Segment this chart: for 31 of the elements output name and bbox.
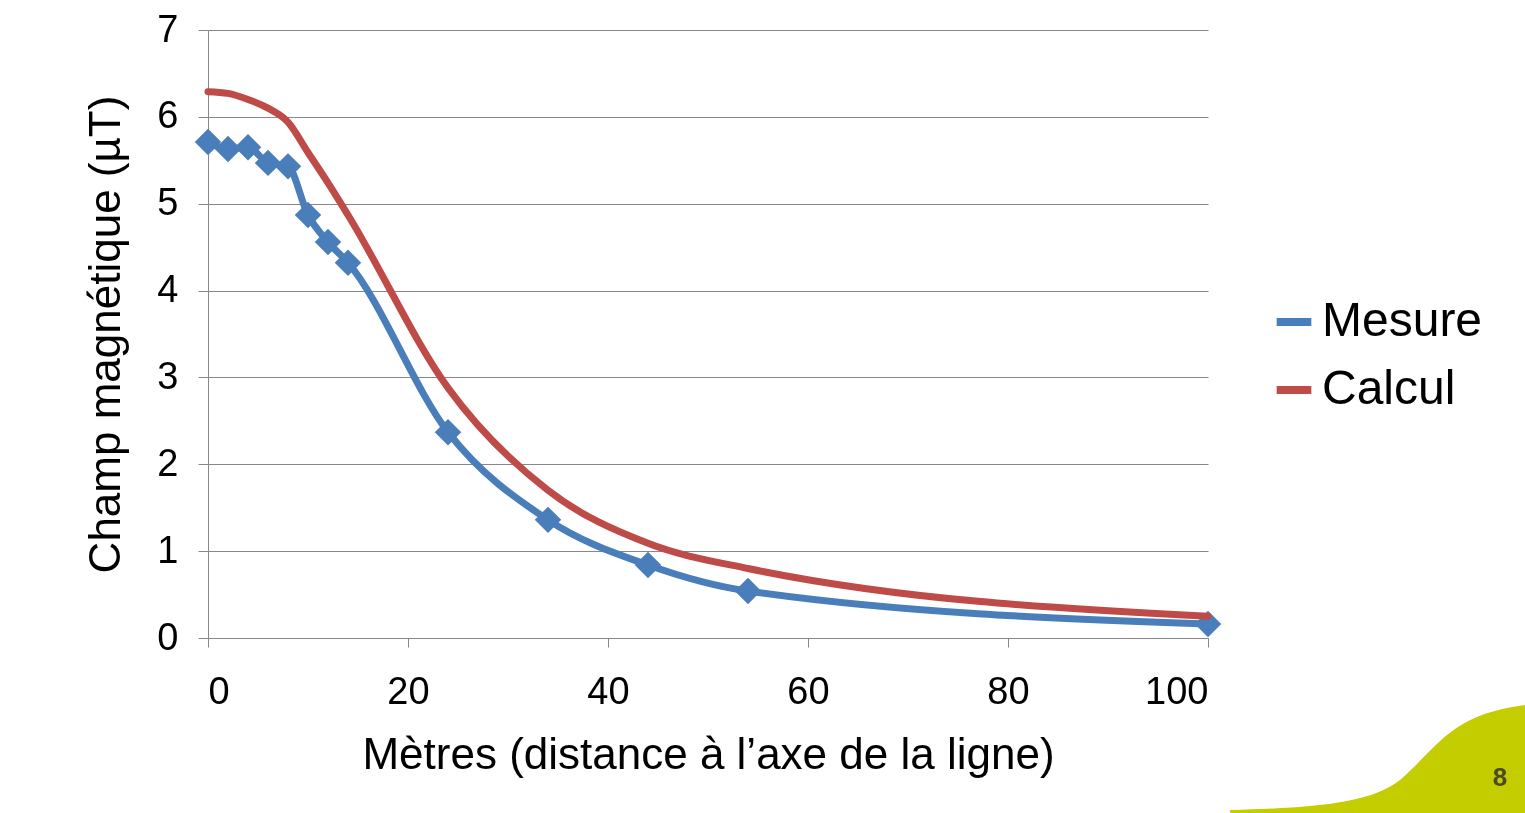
y-tick-label: 5	[157, 181, 179, 224]
point	[434, 418, 462, 446]
x-tick-label: 40	[587, 669, 630, 712]
y-axis-title: Champ magnétique (µT)	[80, 95, 130, 574]
y-tick-label: 0	[157, 615, 179, 658]
y-tick-label: 7	[157, 7, 179, 50]
y-tick-label: 1	[157, 528, 179, 571]
point	[294, 201, 322, 229]
y-tick-label: 6	[157, 94, 179, 137]
x-tick-label: 60	[787, 669, 830, 712]
y-tick-label: 2	[157, 441, 179, 484]
y-tick-label: 3	[157, 354, 179, 397]
point	[274, 153, 302, 180]
point	[194, 128, 222, 156]
point	[314, 228, 342, 256]
x-tick-label: 20	[387, 669, 430, 712]
point	[254, 149, 282, 177]
legend-label: Calcul	[1322, 361, 1456, 414]
x-tick-label: 80	[987, 669, 1030, 712]
x-tick-label: 100	[1145, 669, 1209, 712]
point	[634, 551, 662, 579]
point	[214, 135, 242, 163]
point	[234, 134, 262, 161]
text: 8	[1491, 762, 1509, 793]
y-tick-label: 4	[157, 268, 179, 311]
x-axis-title: Mètres (distance à l’axe de la ligne)	[362, 728, 1055, 778]
point	[734, 577, 762, 605]
legend-label: Mesure	[1322, 293, 1483, 346]
point	[334, 249, 362, 277]
x-tick-label: 0	[208, 669, 230, 712]
point	[534, 506, 562, 534]
